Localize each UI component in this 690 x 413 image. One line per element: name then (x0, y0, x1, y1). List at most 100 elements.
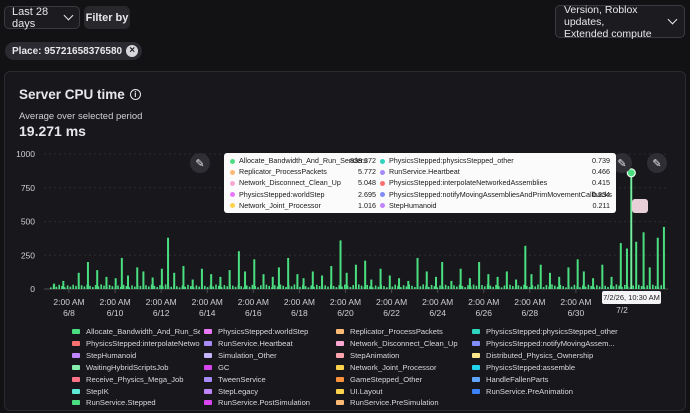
bar (58, 284, 60, 289)
legend-item[interactable]: TweenService (204, 374, 332, 385)
legend-item[interactable]: RunService.PostSimulation (204, 397, 332, 408)
pencil-icon[interactable]: ✎ (190, 153, 210, 173)
bar (338, 285, 340, 289)
legend-item[interactable]: RunService.PreAnimation (472, 386, 622, 397)
legend-item[interactable]: RunService.Heartbeat (204, 338, 332, 349)
x-tick-time: 2:00 AM (422, 297, 453, 307)
tooltip-series-name: PhysicsStepped:interpolateNetworkedAssem… (389, 178, 548, 188)
bar (635, 241, 638, 289)
bar (145, 285, 147, 289)
bar (582, 271, 585, 289)
legend-item[interactable]: StepLegacy (204, 386, 332, 397)
tooltip-series-name: Replicator_ProcessPackets (239, 167, 327, 177)
bar (654, 285, 657, 289)
x-tick-date: 6/26 (475, 308, 492, 318)
legend-swatch (472, 388, 480, 394)
bar (96, 270, 99, 289)
legend-item[interactable]: Network_Joint_Processor (336, 362, 464, 373)
legend-item[interactable]: PhysicsStepped:assemble (472, 362, 622, 373)
bar (190, 286, 192, 289)
legend-item[interactable]: PhysicsStepped:worldStep (204, 326, 332, 337)
legend-item[interactable]: StepAnimation (336, 350, 464, 361)
bar (257, 287, 259, 289)
bar (181, 285, 184, 289)
bar (117, 285, 119, 289)
bar (394, 284, 396, 289)
legend-item[interactable]: PhysicsStepped:notifyMovingAssem... (472, 338, 622, 349)
legend-item[interactable]: Replicator_ProcessPackets (336, 326, 464, 337)
info-icon[interactable]: i (129, 89, 141, 100)
x-tick-time: 2:00 AM (514, 297, 545, 307)
legend-item[interactable]: GameStepped_Other (336, 374, 464, 385)
legend-item[interactable]: Allocate_Bandwidth_And_Run_Senders (72, 326, 200, 337)
legend-item[interactable]: PhysicsStepped:interpolateNetworke... (72, 338, 200, 349)
bar (642, 232, 645, 289)
bar (184, 286, 186, 289)
tooltip-item: RunService.Heartbeat (380, 167, 460, 177)
bar (61, 286, 63, 289)
legend-label: PhysicsStepped:interpolateNetworke... (86, 338, 200, 348)
tooltip-series-name: StepHumanoid (389, 200, 437, 210)
legend-swatch (72, 340, 80, 346)
bar (612, 286, 615, 289)
bar (62, 280, 65, 289)
pencil-icon[interactable]: ✎ (647, 153, 667, 173)
bar (200, 268, 203, 289)
legend-item[interactable]: Network_Disconnect_Clean_Up (336, 338, 464, 349)
bar (554, 285, 556, 289)
bar (618, 285, 620, 289)
breakdown-dropdown[interactable]: Version, Roblox updates, Extended comput… (555, 4, 685, 40)
legend-swatch (72, 352, 80, 358)
legend-item[interactable]: GC (204, 362, 332, 373)
bar (505, 271, 508, 289)
tooltip-series-name: PhysicsStepped:notifyMovingAssembliesAnd… (389, 189, 612, 199)
bar (615, 284, 618, 289)
bar (296, 274, 299, 289)
legend-label: TweenService (218, 374, 266, 384)
legend-item[interactable]: Simulation_Other (204, 350, 332, 361)
legend-item[interactable]: PhysicsStepped:physicsStepped_other (472, 326, 622, 337)
bar (487, 274, 490, 289)
bar (243, 287, 245, 289)
bar (632, 285, 634, 289)
bar (503, 285, 506, 289)
legend-item[interactable]: UI.Layout (336, 386, 464, 397)
y-tick-label: 750 (21, 183, 35, 193)
legend-item[interactable]: Receive_Physics_Mega_Job (72, 374, 200, 385)
bar (534, 286, 536, 289)
date-range-dropdown[interactable]: Last 28 days (4, 6, 80, 30)
bar (223, 285, 226, 289)
bar (148, 286, 150, 289)
bar (354, 264, 357, 289)
pencil-icon[interactable]: ✎ (612, 153, 632, 173)
legend-item[interactable]: WaitingHybridScriptsJob (72, 362, 200, 373)
legend-item[interactable]: RunService.Stepped (72, 397, 200, 408)
legend-swatch (336, 376, 344, 382)
bar (345, 272, 348, 289)
legend-label: GC (218, 362, 230, 372)
bar (461, 285, 464, 289)
bar (398, 278, 401, 289)
bar (344, 284, 346, 289)
legend-item[interactable]: RunService.PreSimulation (336, 397, 464, 408)
bar (77, 272, 80, 289)
filter-by-button[interactable]: Filter by (84, 6, 130, 29)
legend-item[interactable]: Distributed_Physics_Ownership (472, 350, 622, 361)
x-tick-date: 6/14 (199, 308, 216, 318)
bar (548, 272, 551, 289)
breakdown-label: Version, Roblox updates, Extended comput… (564, 4, 669, 40)
legend-item[interactable]: StepIK (72, 386, 200, 397)
bar (584, 286, 587, 289)
x-tick-date: 6/10 (107, 308, 124, 318)
close-icon[interactable]: × (126, 45, 139, 57)
legend-label: Simulation_Other (218, 350, 277, 360)
tooltip-swatch (380, 180, 385, 186)
legend-item[interactable]: HandleFallenParts (472, 374, 622, 385)
legend-item[interactable]: StepHumanoid (72, 350, 200, 361)
legend-label: RunService.Stepped (86, 398, 156, 408)
bar (607, 286, 609, 289)
tooltip-swatch (380, 203, 385, 209)
bar (468, 278, 471, 289)
y-tick-label: 0 (30, 284, 35, 294)
